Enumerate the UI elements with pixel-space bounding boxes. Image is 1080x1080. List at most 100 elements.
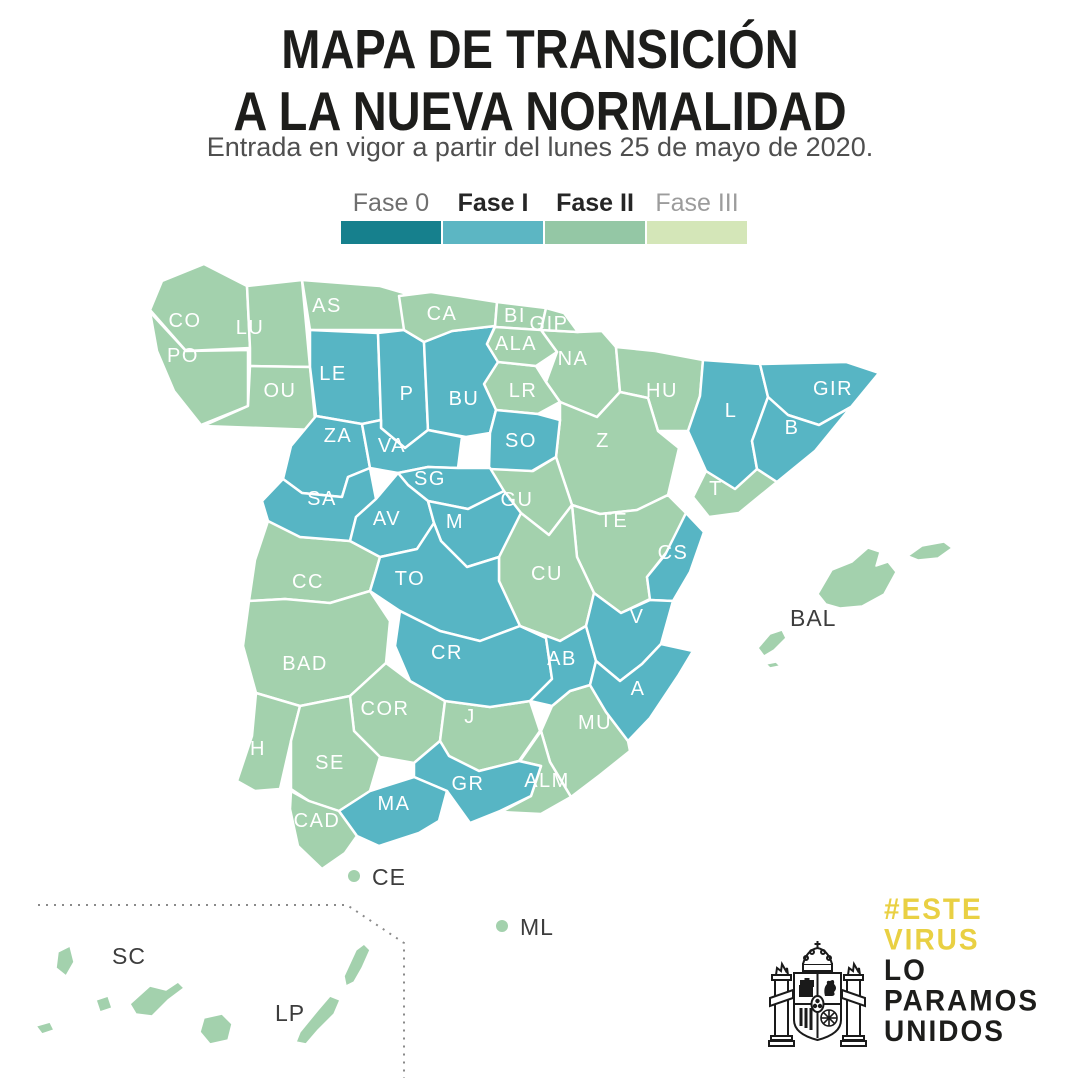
province-label-gir: GIR (813, 378, 853, 400)
legend-item-fase-0: Fase 0 (341, 188, 441, 244)
province-label-h: H (250, 738, 266, 760)
province-label-alm: ALM (524, 770, 570, 792)
legend-swatch (647, 221, 747, 244)
province-label-cs: CS (658, 542, 689, 564)
province-label-j: J (464, 706, 476, 728)
province-label-z: Z (596, 430, 610, 452)
slogan-line-2: PARAMOS (884, 984, 1040, 1017)
province-label-v: V (630, 606, 645, 628)
legend-item-fase-i: Fase I (443, 188, 543, 244)
territory-label-lp: LP (275, 1000, 305, 1026)
province-label-lu: LU (236, 317, 265, 339)
island-elhierro (35, 1021, 55, 1035)
island-shapes (35, 541, 953, 1045)
legend-swatch (545, 221, 645, 244)
province-label-bad: BAD (282, 653, 328, 675)
territory-label-ml: ML (520, 914, 554, 940)
hashtag-line-2: VIRUS (884, 923, 980, 956)
province-label-cc: CC (292, 571, 324, 593)
province-label-cor: COR (361, 698, 410, 720)
province-label-co: CO (169, 310, 202, 332)
province-label-hu: HU (646, 380, 678, 402)
title-line-1: MAPA DE TRANSICIÓN (281, 20, 799, 81)
province-label-gu: GU (501, 489, 534, 511)
province-label-le: LE (319, 363, 346, 385)
province-label-a: A (631, 678, 646, 700)
province-label-bu: BU (449, 388, 480, 410)
province-label-mu: MU (578, 712, 612, 734)
province-to (368, 521, 522, 643)
province-label-m: M (446, 511, 464, 533)
territory-label-ce: CE (372, 864, 406, 890)
province-label-po: PO (167, 345, 199, 367)
slogan-line-3: UNIDOS (884, 1014, 1005, 1048)
province-so (487, 408, 562, 473)
province-label-ma: MA (378, 793, 411, 815)
province-regions (148, 262, 881, 871)
territory-label-bal: BAL (790, 605, 836, 631)
province-label-sa: SA (307, 488, 337, 510)
phase-legend: Fase 0 Fase I Fase II Fase III (341, 188, 747, 244)
province-ala (485, 325, 559, 368)
legend-label: Fase II (556, 189, 634, 217)
province-label-ab: AB (547, 648, 577, 670)
title-line-2: A LA NUEVA NORMALIDAD (233, 81, 847, 143)
spain-coat-of-arms (768, 941, 867, 1047)
island-mallorca (817, 547, 897, 609)
province-label-to: TO (395, 568, 425, 590)
province-label-sg: SG (414, 468, 446, 490)
province-ou (201, 364, 318, 432)
legend-swatch (443, 221, 543, 244)
province-label-l: L (725, 400, 738, 422)
island-formentera (765, 661, 781, 669)
island-lagomera (95, 995, 113, 1013)
province-ab (518, 624, 598, 708)
province-label-t: T (709, 478, 723, 500)
province-a (588, 642, 695, 743)
legend-label: Fase I (457, 189, 529, 217)
legend-swatch (341, 221, 441, 244)
province-label-cu: CU (531, 563, 563, 585)
province-b (750, 395, 853, 484)
hashtag-line-1: #ESTE (884, 892, 983, 926)
province-label-ala: ALA (495, 333, 537, 355)
province-label-gip: GIP (530, 313, 569, 335)
province-gip (539, 306, 580, 334)
island-tenerife (129, 981, 185, 1017)
province-label-b: B (785, 417, 800, 439)
province-label-na: NA (558, 348, 589, 370)
legend-label: Fase III (655, 189, 739, 217)
island-menorca (907, 541, 953, 561)
canary-inset-border (38, 904, 405, 1078)
province-va (360, 418, 464, 475)
province-label-ca: CA (427, 303, 458, 325)
province-label-lr: LR (509, 380, 538, 402)
province-label-p: P (400, 383, 415, 405)
province-label-as: AS (312, 295, 342, 317)
province-label-bi: BI (504, 305, 526, 327)
slogan-line-1: LO (884, 953, 927, 987)
province-label-ou: OU (264, 380, 297, 402)
legend-item-fase-ii: Fase II (545, 188, 645, 244)
legend-item-fase-iii: Fase III (647, 188, 747, 244)
province-label-za: ZA (324, 425, 353, 447)
province-label-cad: CAD (294, 810, 341, 832)
province-label-av: AV (373, 508, 401, 530)
island-fuerteventura (295, 995, 341, 1045)
province-label-se: SE (315, 752, 345, 774)
page-title: MAPA DE TRANSICIÓN A LA NUEVA NORMALIDAD (22, 20, 1059, 143)
territory-label-sc: SC (112, 943, 146, 969)
province-label-cr: CR (431, 642, 463, 664)
island-lanzarote (343, 943, 371, 987)
subtitle: Entrada en vigor a partir del lunes 25 d… (206, 132, 874, 162)
province-label-te: TE (600, 510, 629, 532)
territory-dot-ce (348, 870, 360, 882)
province-label-va: VA (378, 435, 406, 457)
island-ibiza (757, 629, 787, 657)
province-label-gr: GR (452, 773, 485, 795)
territory-dot-ml (496, 920, 508, 932)
province-label-so: SO (505, 430, 537, 452)
